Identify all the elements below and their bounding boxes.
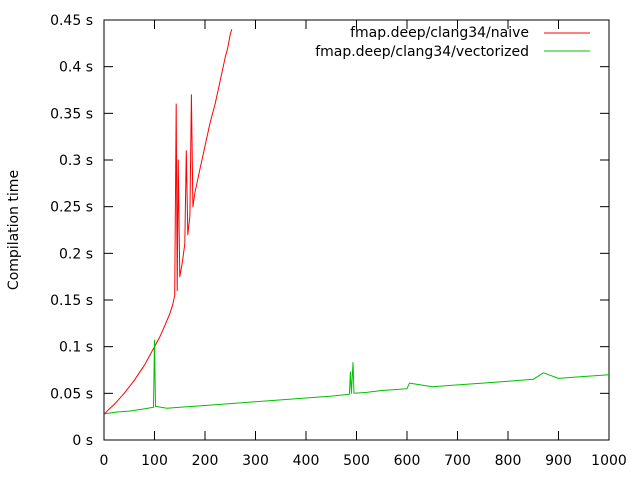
legend-label-vectorized: fmap.deep/clang34/vectorized	[315, 44, 529, 60]
y-tick-label: 0.15 s	[50, 293, 93, 309]
x-tick-label: 100	[141, 453, 168, 469]
legend: fmap.deep/clang34/naive fmap.deep/clang3…	[315, 25, 590, 60]
y-tick-label: 0.35 s	[50, 106, 93, 122]
y-tick-label: 0.25 s	[50, 200, 93, 216]
legend-label-naive: fmap.deep/clang34/naive	[350, 25, 529, 41]
x-tick-label: 1000	[591, 453, 627, 469]
series-line-naive	[104, 29, 233, 415]
y-axis-title: Compilation time	[6, 170, 22, 290]
axis-ticks: 0 s 0.05 s 0.1 s 0.15 s 0.2 s 0.25 s 0.3 s 0.35…	[50, 13, 627, 469]
y-tick-label: 0 s	[72, 433, 93, 449]
series-line-vectorized	[104, 339, 610, 415]
y-tick-label: 0.45 s	[50, 13, 93, 29]
y-tick-label: 0.1 s	[59, 340, 93, 356]
x-tick-label: 200	[192, 453, 219, 469]
x-tick-label: 500	[343, 453, 370, 469]
x-tick-label: 700	[444, 453, 471, 469]
x-tick-label: 600	[394, 453, 421, 469]
y-tick-label: 0.4 s	[59, 60, 93, 76]
x-tick-label: 900	[545, 453, 572, 469]
x-tick-label: 800	[495, 453, 522, 469]
series-lines	[104, 29, 610, 415]
y-tick-label: 0.2 s	[59, 246, 93, 262]
y-tick-label: 0.05 s	[50, 386, 93, 402]
x-tick-label: 0	[100, 453, 109, 469]
plot-frame	[103, 19, 610, 441]
x-tick-label: 400	[293, 453, 320, 469]
x-tick-label: 300	[242, 453, 269, 469]
y-tick-label: 0.3 s	[59, 153, 93, 169]
